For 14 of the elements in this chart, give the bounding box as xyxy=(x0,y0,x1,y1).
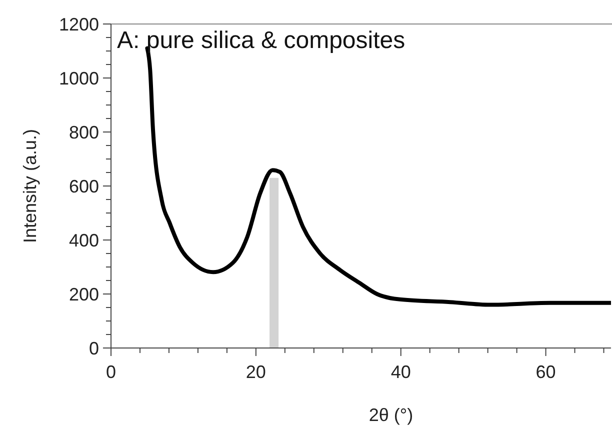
y-tick-label: 800 xyxy=(68,122,99,142)
y-tick-label: 600 xyxy=(68,176,99,196)
x-tick-label: 40 xyxy=(390,362,411,382)
y-tick-label: 1000 xyxy=(58,68,99,88)
x-tick-label: 0 xyxy=(106,362,116,382)
x-axis-title: 2θ (°) xyxy=(368,405,414,425)
y-tick-label: 400 xyxy=(68,230,99,250)
y-tick-label: 0 xyxy=(88,338,99,358)
x-tick-label: 20 xyxy=(246,362,266,382)
y-tick-label: 200 xyxy=(68,284,99,304)
y-tick-label: 1200 xyxy=(58,14,99,34)
x-tick-label: 60 xyxy=(536,362,556,382)
chart-title: A: pure silica & composites xyxy=(117,27,406,54)
y-axis-title: Intensity (a.u.) xyxy=(20,128,40,244)
